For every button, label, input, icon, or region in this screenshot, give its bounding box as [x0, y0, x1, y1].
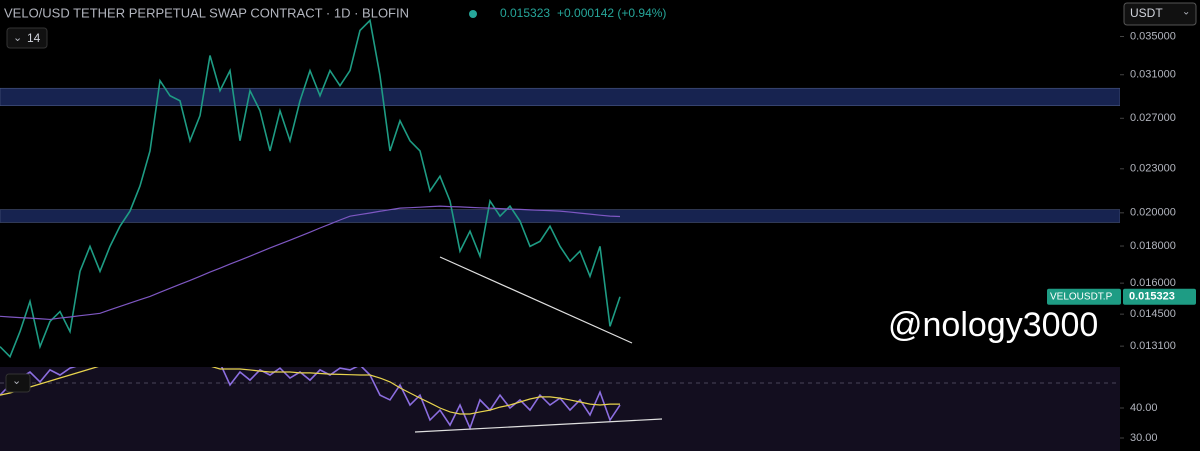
symbol-tag-text: VELOUSDT.P	[1050, 291, 1113, 302]
last-price-tag	[1123, 288, 1196, 305]
y-tick-label: 40.00	[1130, 402, 1158, 414]
zone	[0, 87, 1120, 106]
y-tick-label: 0.027000	[1130, 112, 1176, 124]
y-tick-label: 0.035000	[1130, 30, 1176, 42]
last-price: 0.015323	[500, 6, 550, 20]
y-tick-label: 0.013100	[1130, 340, 1176, 352]
y-tick-label: 0.020000	[1130, 207, 1176, 219]
series-line	[0, 367, 620, 415]
status-dot	[469, 10, 477, 18]
y-tick-label: 0.018000	[1130, 240, 1176, 252]
watermark: @nology3000	[888, 306, 1098, 344]
y-tick-label: 0.014500	[1130, 308, 1176, 320]
y-tick-label: 0.031000	[1130, 69, 1176, 81]
y-tick-label: 30.00	[1130, 432, 1158, 444]
series-line	[0, 205, 621, 321]
indicator-length: 14	[27, 31, 41, 45]
price-change: +0.000142 (+0.94%)	[557, 6, 666, 20]
chevron: ⌄	[12, 375, 21, 387]
pane-toggle[interactable]	[5, 373, 31, 393]
rsi-panel	[0, 367, 1120, 451]
last-price-tag-text: 0.015323	[1129, 291, 1175, 303]
y-tick-label: 0.023000	[1130, 163, 1176, 175]
indicator-toggle[interactable]	[6, 27, 48, 49]
symbol-tag	[1047, 288, 1121, 305]
y-tick-label: 0.016000	[1130, 277, 1176, 289]
currency-button[interactable]	[1123, 2, 1197, 26]
rsi-trend-line	[414, 418, 663, 433]
chevron: ⌄	[13, 32, 22, 44]
series-line	[0, 18, 621, 359]
trend-line	[439, 256, 633, 344]
symbol-header: VELO/USD TETHER PERPETUAL SWAP CONTRACT …	[4, 5, 409, 20]
zone	[0, 209, 1120, 223]
currency-label: USDT	[1130, 6, 1163, 20]
chevron: ⌄	[1182, 7, 1190, 18]
